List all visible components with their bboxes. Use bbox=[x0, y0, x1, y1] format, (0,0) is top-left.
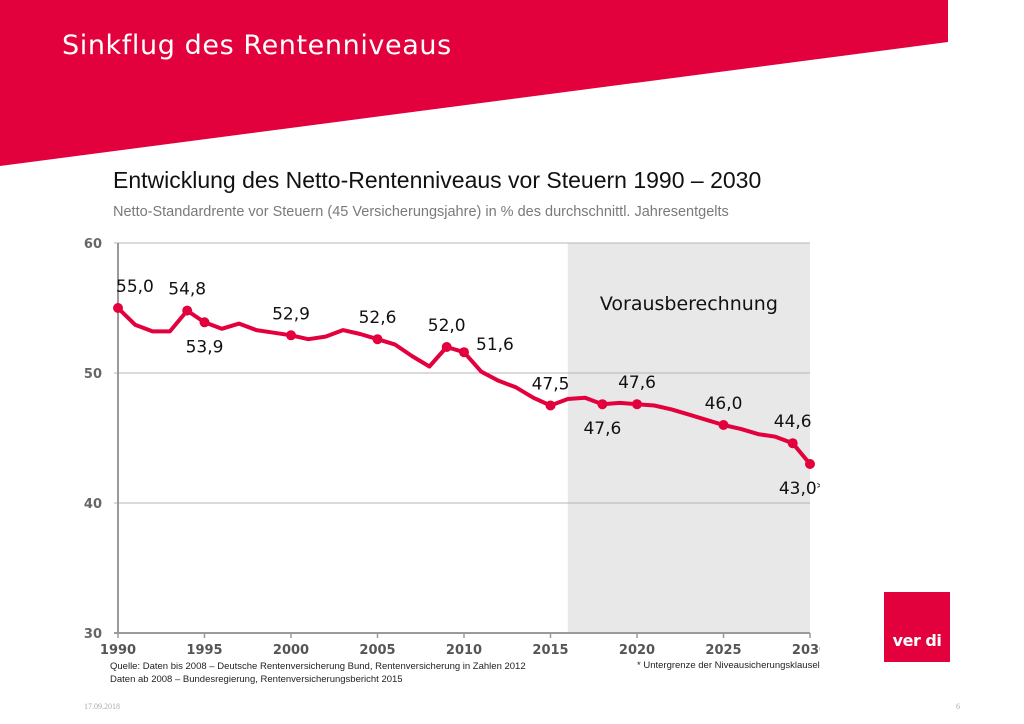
data-label-2018: 47,6 bbox=[583, 419, 621, 439]
data-label-2010: 51,6 bbox=[476, 335, 514, 355]
data-label-2015: 47,5 bbox=[532, 375, 570, 395]
forecast-region bbox=[567, 243, 810, 633]
marker-2000 bbox=[286, 330, 296, 341]
data-label-2009: 52,0 bbox=[428, 316, 466, 336]
page-number: 6 bbox=[956, 702, 960, 711]
chart-subtitle: Netto-Standardrente vor Steuern (45 Vers… bbox=[113, 204, 729, 220]
banner-background bbox=[0, 0, 948, 166]
logo-text: ver di bbox=[892, 631, 942, 650]
verdi-logo: ver di bbox=[884, 592, 950, 662]
marker-2005 bbox=[372, 334, 383, 345]
data-label-2000: 52,9 bbox=[272, 304, 310, 324]
data-label-1990: 55,0 bbox=[116, 277, 154, 297]
title-banner bbox=[0, 0, 948, 166]
x-tick-label-1990: 1990 bbox=[100, 643, 136, 655]
x-tick-label-1995: 1995 bbox=[186, 643, 222, 655]
marker-2030 bbox=[805, 459, 815, 469]
marker-1995 bbox=[199, 317, 210, 328]
x-tick-label-2015: 2015 bbox=[532, 643, 568, 655]
y-tick-labels: 30 40 50 60 bbox=[84, 237, 102, 642]
slide-title: Sinkflug des Rentenniveaus bbox=[62, 30, 452, 61]
data-label-2025: 46,0 bbox=[705, 394, 743, 414]
y-tick-label-60: 60 bbox=[84, 237, 102, 252]
marker-1994 bbox=[182, 305, 193, 316]
source-line-1: Quelle: Daten bis 2008 – Deutsche Renten… bbox=[110, 661, 526, 672]
data-label-1995: 53,9 bbox=[186, 337, 224, 357]
line-chart: Vorausberechnung 30 40 50 60 1990 1995 2000 20… bbox=[84, 237, 820, 655]
y-tick-label-40: 40 bbox=[84, 497, 102, 512]
marker-2015 bbox=[545, 400, 556, 411]
x-tick-label-2000: 2000 bbox=[273, 643, 309, 655]
x-tick-label-2010: 2010 bbox=[446, 643, 482, 655]
marker-2010 bbox=[459, 347, 469, 358]
marker-2029 bbox=[787, 438, 798, 449]
gridlines bbox=[114, 242, 810, 634]
x-tick-label-2025: 2025 bbox=[705, 643, 741, 655]
data-label-2029: 44,6 bbox=[774, 412, 812, 432]
x-tick-label-2005: 2005 bbox=[359, 643, 395, 655]
marker-2009 bbox=[441, 342, 452, 352]
marker-2020 bbox=[632, 399, 642, 410]
source-note: Quelle: Daten bis 2008 – Deutsche Renten… bbox=[110, 660, 526, 686]
data-label-2020: 47,6 bbox=[618, 373, 656, 393]
source-line-2: Daten ab 2008 – Bundesregierung, Rentenv… bbox=[110, 674, 403, 685]
data-label-2030: 43,0* bbox=[779, 479, 820, 499]
y-tick-label-50: 50 bbox=[84, 367, 102, 382]
data-label-2005: 52,6 bbox=[359, 308, 397, 328]
marker-2018 bbox=[597, 399, 608, 410]
forecast-label: Vorausberechnung bbox=[600, 293, 778, 315]
footnote: * Untergrenze der Niveausicherungsklause… bbox=[637, 660, 820, 671]
marker-2025 bbox=[718, 420, 729, 430]
footer-date: 17.09.2018 bbox=[84, 702, 120, 711]
x-tick-labels: 1990 1995 2000 2005 2010 2015 2020 2025 2030 bbox=[100, 633, 820, 655]
data-label-1994: 54,8 bbox=[168, 280, 206, 300]
chart-title: Entwicklung des Netto-Rentenniveaus vor … bbox=[113, 167, 762, 193]
y-tick-label-30: 30 bbox=[84, 627, 102, 642]
data-labels: 55,0 54,8 53,9 52,9 52,6 52,0 51,6 47,5 47,6 47,6… bbox=[116, 277, 820, 499]
x-tick-label-2030: 2030 bbox=[792, 643, 820, 655]
marker-1990 bbox=[113, 303, 123, 313]
x-tick-label-2020: 2020 bbox=[619, 643, 655, 655]
data-markers bbox=[113, 303, 815, 469]
